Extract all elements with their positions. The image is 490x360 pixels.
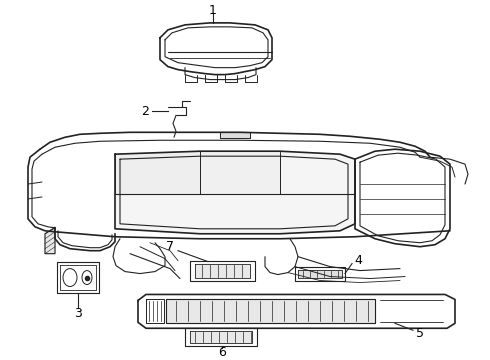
Polygon shape <box>166 300 375 323</box>
Polygon shape <box>190 261 255 280</box>
Polygon shape <box>200 151 280 194</box>
Text: 7: 7 <box>166 240 174 253</box>
Polygon shape <box>205 75 217 82</box>
Ellipse shape <box>82 271 92 284</box>
Polygon shape <box>295 267 345 280</box>
Polygon shape <box>298 270 342 278</box>
Text: 4: 4 <box>354 254 362 267</box>
Polygon shape <box>57 262 99 293</box>
Polygon shape <box>115 151 200 194</box>
Text: 1: 1 <box>209 4 217 17</box>
Polygon shape <box>160 23 272 75</box>
Text: 2: 2 <box>141 105 149 118</box>
Polygon shape <box>355 149 450 247</box>
Text: 5: 5 <box>416 327 424 340</box>
Polygon shape <box>220 132 250 138</box>
Polygon shape <box>185 75 197 82</box>
Text: 3: 3 <box>74 307 82 320</box>
Polygon shape <box>45 228 55 254</box>
Polygon shape <box>185 328 257 346</box>
Polygon shape <box>195 264 250 278</box>
Polygon shape <box>115 151 355 234</box>
Polygon shape <box>138 294 455 328</box>
Polygon shape <box>225 75 237 82</box>
Polygon shape <box>190 331 252 343</box>
Text: 6: 6 <box>218 346 226 359</box>
Ellipse shape <box>63 269 77 287</box>
Polygon shape <box>245 75 257 82</box>
Polygon shape <box>146 300 164 323</box>
